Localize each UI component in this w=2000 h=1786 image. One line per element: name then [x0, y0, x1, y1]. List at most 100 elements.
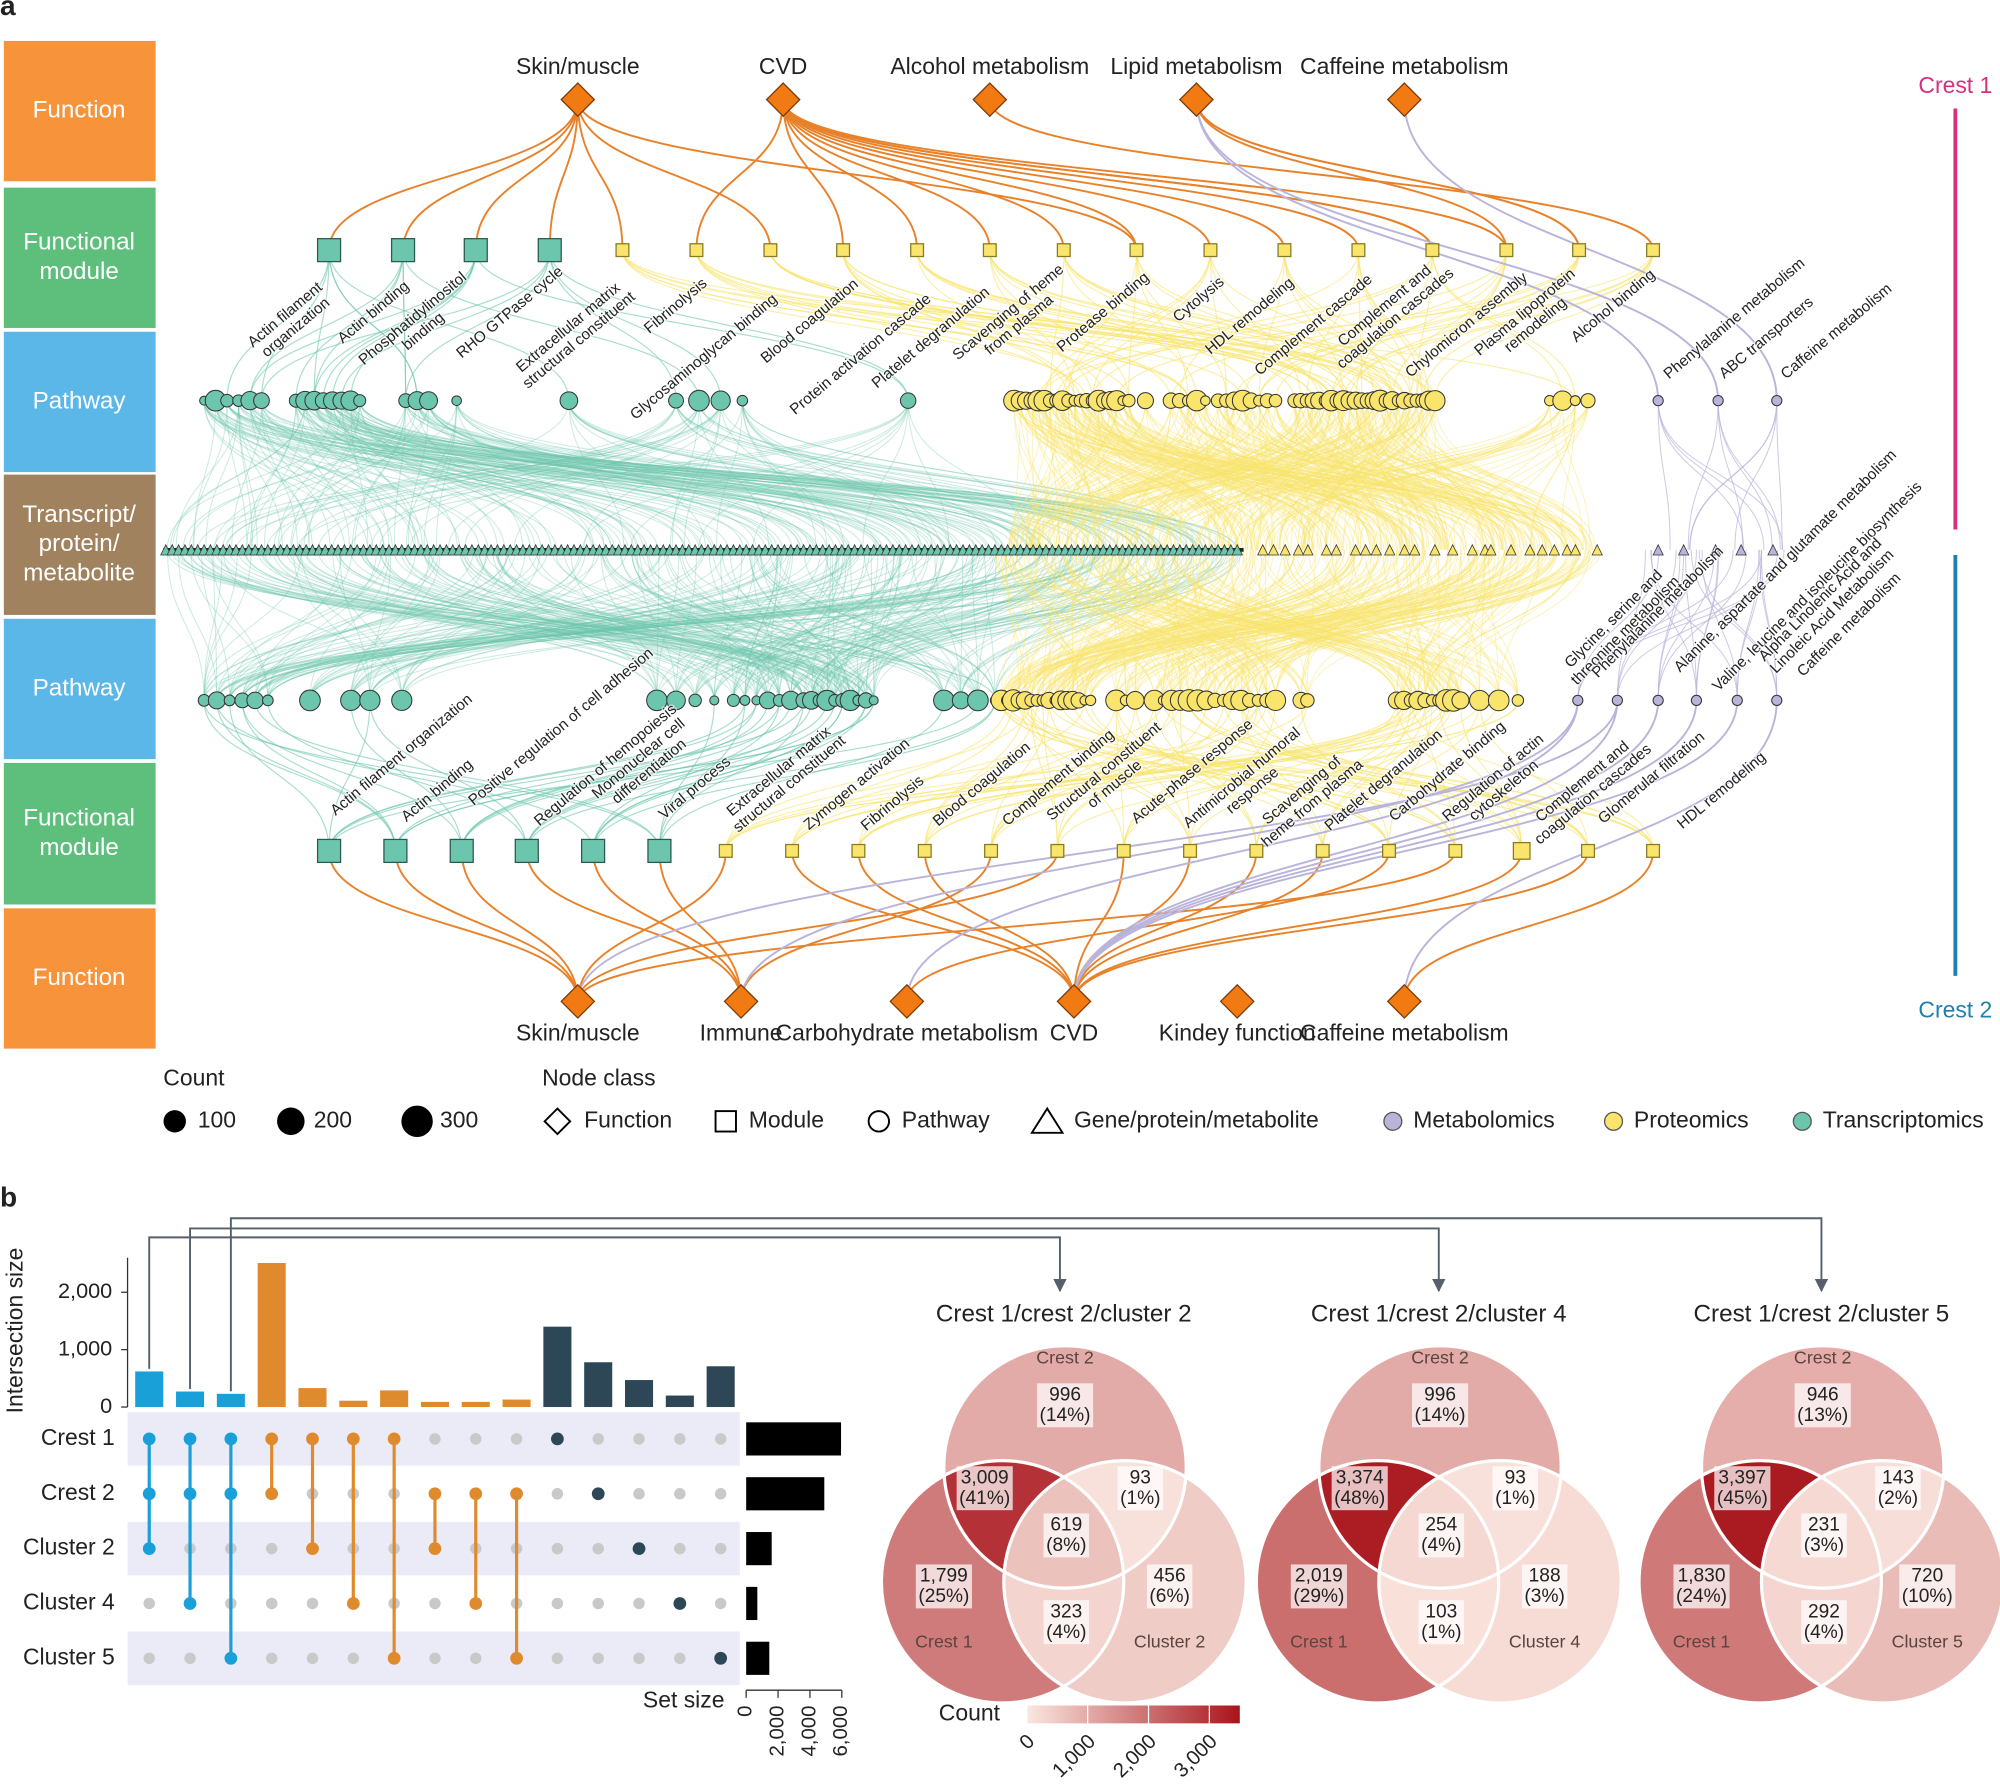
edge — [475, 250, 909, 401]
venn-set-label: Cluster 2 — [1134, 1632, 1205, 1652]
edge — [777, 549, 962, 701]
edge — [1018, 549, 1038, 701]
matrix-dot-empty — [265, 1652, 278, 1665]
venn-percent: (13%) — [1797, 1405, 1848, 1426]
edge — [1107, 549, 1440, 701]
edge — [988, 99, 1655, 251]
edge — [295, 400, 816, 550]
edge — [1093, 549, 1454, 701]
venn-set-label: Crest 1 — [915, 1632, 973, 1652]
x-axis-label: Set size — [643, 1687, 725, 1713]
edge — [1064, 549, 1216, 701]
pathway-node — [688, 693, 702, 708]
edge — [568, 400, 1019, 550]
module-node — [580, 838, 606, 864]
edge — [350, 549, 761, 701]
edge — [568, 400, 1101, 550]
gene-node — [1548, 543, 1561, 556]
edge — [260, 400, 1037, 550]
edge — [300, 549, 403, 701]
edge — [1166, 400, 1219, 550]
edge — [1223, 549, 1508, 701]
edge — [744, 549, 846, 701]
edge — [675, 400, 1196, 550]
edge — [1031, 400, 1035, 550]
edge — [1171, 700, 1257, 851]
module-node — [1580, 843, 1596, 858]
edge — [1129, 400, 1302, 550]
edge — [1122, 400, 1446, 550]
edge — [359, 400, 1053, 550]
edge — [1092, 250, 1433, 401]
edge — [1144, 400, 1307, 550]
legend-label: Transcriptomics — [1823, 1106, 1984, 1132]
edge — [1048, 549, 1423, 701]
edge — [1073, 400, 1172, 550]
edge — [241, 700, 396, 851]
edge — [350, 549, 999, 701]
edge — [1275, 400, 1436, 550]
edge — [1424, 549, 1519, 701]
matrix-dot-empty — [633, 1433, 645, 1445]
edge — [1116, 400, 1410, 550]
edge — [1197, 549, 1466, 701]
edge — [295, 400, 351, 550]
edge — [1015, 549, 1302, 701]
edge — [1657, 400, 1765, 550]
edge — [295, 400, 864, 550]
edge — [295, 250, 404, 401]
venn-label-box — [1673, 1564, 1730, 1609]
edge — [857, 549, 1126, 701]
edge — [732, 549, 829, 701]
edge — [309, 549, 662, 701]
edge — [1097, 549, 1447, 701]
edge — [1189, 700, 1277, 851]
edge — [916, 250, 1381, 401]
edge — [195, 549, 805, 701]
edge — [1056, 700, 1500, 851]
edge — [810, 549, 981, 701]
edge — [1043, 400, 1192, 550]
edge — [1095, 549, 1398, 701]
edge — [1078, 549, 1556, 701]
pathway-node — [207, 691, 226, 710]
edge — [359, 400, 1136, 550]
edge — [1128, 250, 1138, 401]
edge — [1096, 549, 1181, 701]
edge — [215, 400, 421, 550]
matrix-dot — [306, 1542, 319, 1555]
edge — [405, 400, 921, 550]
edge — [1650, 549, 1738, 701]
edge — [526, 700, 836, 851]
venn-count: 188 — [1529, 1566, 1561, 1587]
edge — [226, 250, 330, 401]
edge — [1405, 549, 1426, 701]
edge — [1037, 400, 1219, 550]
edge — [1242, 400, 1527, 550]
edge — [713, 549, 1135, 701]
edge — [1072, 549, 1128, 701]
edge — [1098, 400, 1101, 550]
edge — [1108, 400, 1236, 550]
edge — [755, 549, 1097, 701]
gene-node — [1257, 543, 1269, 556]
edge — [257, 549, 769, 701]
edge — [485, 549, 979, 701]
edge — [1240, 549, 1286, 701]
edge — [241, 549, 662, 701]
edge — [1134, 700, 1257, 851]
row-label: Pathway — [33, 674, 127, 701]
edge — [331, 400, 536, 550]
edge — [1056, 549, 1207, 701]
venn-outline — [1002, 1459, 1248, 1705]
edge — [203, 400, 686, 550]
edge — [1445, 549, 1519, 701]
edge — [1006, 549, 1485, 701]
edge — [222, 549, 805, 701]
edge — [850, 549, 859, 701]
edge — [203, 400, 881, 550]
edge — [1163, 400, 1268, 550]
function-label: Alcohol metabolism — [890, 53, 1089, 79]
edge — [790, 549, 1186, 701]
venn-percent: (3%) — [1524, 1586, 1564, 1607]
